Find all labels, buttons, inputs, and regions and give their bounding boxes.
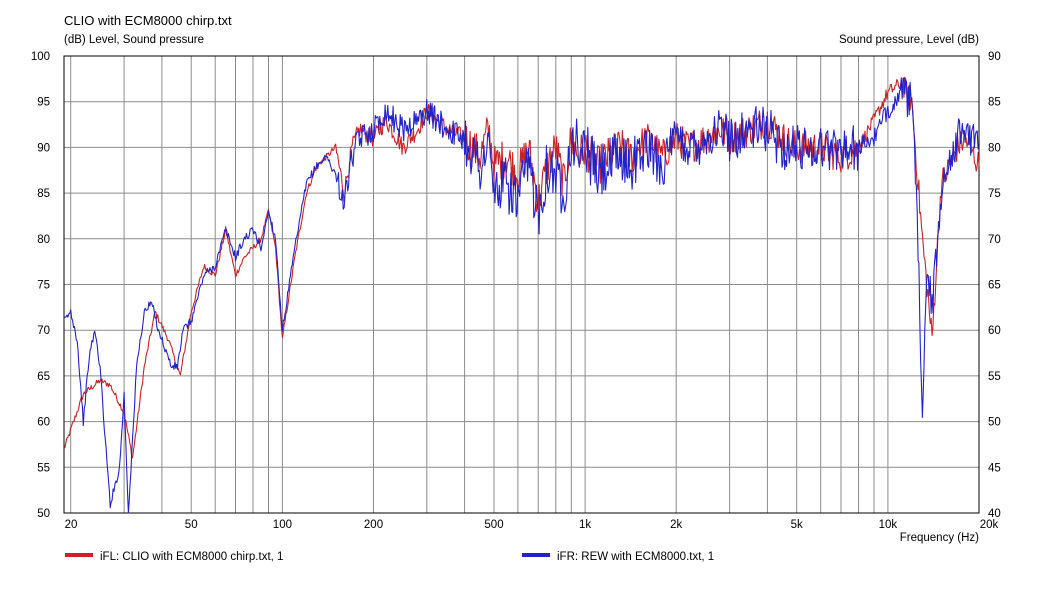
y-left-tick-label: 95	[37, 97, 50, 109]
right-axis-label: Sound pressure, Level (dB)	[839, 34, 979, 46]
x-tick-label: 10k	[879, 519, 898, 531]
y-left-tick-label: 50	[37, 508, 50, 520]
x-tick-label: 5k	[791, 519, 803, 531]
x-tick-label: 2k	[670, 519, 682, 531]
y-right-tick-label: 55	[988, 371, 1001, 383]
legend[interactable]: iFL: CLIO with ECM8000 chirp.txt, 1 iFR:…	[65, 551, 714, 563]
series-line-ifr	[63, 77, 980, 514]
series-layer	[63, 76, 980, 514]
y-right-tick-label: 70	[988, 234, 1001, 246]
tick-labels: 20 50 100 200 500 1k 2k 5k 10k 20k 50 55 60 65 70 75 80 8…	[31, 51, 1001, 531]
legend-swatch-left	[65, 553, 93, 557]
y-right-tick-label: 85	[988, 97, 1001, 109]
y-right-tick-label: 40	[988, 508, 1001, 520]
legend-swatch-right	[522, 553, 550, 557]
y-right-tick-label: 75	[988, 188, 1001, 200]
y-left-tick-label: 75	[37, 280, 50, 292]
y-left-tick-label: 90	[37, 142, 50, 154]
x-tick-label: 200	[364, 519, 383, 531]
left-axis-label: (dB) Level, Sound pressure	[64, 34, 204, 46]
y-left-tick-label: 100	[31, 51, 50, 63]
x-tick-label: 50	[185, 519, 198, 531]
y-right-tick-label: 90	[988, 51, 1001, 63]
series-line-ifl	[63, 76, 980, 459]
y-right-tick-label: 65	[988, 280, 1001, 292]
y-left-tick-label: 80	[37, 234, 50, 246]
y-left-tick-label: 70	[37, 325, 50, 337]
y-left-tick-label: 55	[37, 462, 50, 474]
x-tick-label: 20k	[980, 519, 999, 531]
x-tick-label: 1k	[579, 519, 591, 531]
x-axis-label: Frequency (Hz)	[900, 532, 979, 544]
x-tick-label: 500	[484, 519, 503, 531]
y-right-tick-label: 80	[988, 142, 1001, 154]
y-left-tick-label: 85	[37, 188, 50, 200]
legend-label-left: iFL: CLIO with ECM8000 chirp.txt, 1	[100, 551, 283, 563]
y-right-tick-label: 45	[988, 462, 1001, 474]
plot-frame	[63, 55, 980, 514]
legend-label-right: iFR: REW with ECM8000.txt, 1	[557, 551, 714, 563]
y-left-tick-label: 65	[37, 371, 50, 383]
y-right-tick-label: 50	[988, 417, 1001, 429]
y-left-tick-label: 60	[37, 417, 50, 429]
grid	[64, 56, 979, 513]
x-tick-label: 20	[65, 519, 78, 531]
y-right-tick-label: 60	[988, 325, 1001, 337]
chart-title: CLIO with ECM8000 chirp.txt	[64, 13, 232, 28]
x-tick-label: 100	[273, 519, 292, 531]
